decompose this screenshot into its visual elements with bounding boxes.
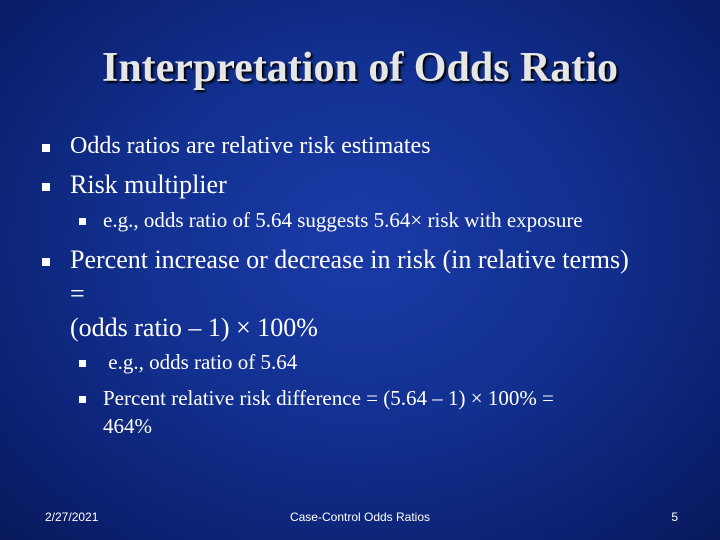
bullet-text: Odds ratios are relative risk estimates <box>70 133 431 159</box>
bullet-text-line3: (odds ratio – 1) × 100% <box>70 313 318 342</box>
footer-date: 2/27/2021 <box>45 510 99 524</box>
sub-bullet-square-icon <box>79 396 86 403</box>
sub-bullet-square-icon <box>79 218 86 225</box>
bullet-text-line1: Percent increase or decrease in risk (in… <box>70 245 629 274</box>
bullet-text: Risk multiplier <box>70 170 227 199</box>
footer-title: Case-Control Odds Ratios <box>289 510 431 524</box>
bullet-square-icon <box>42 258 50 266</box>
sub-bullet-text-line1: Percent relative risk difference = (5.64… <box>103 386 554 410</box>
slide-title: Interpretation of Odds Ratio <box>101 45 619 91</box>
bullet-square-icon <box>42 144 50 152</box>
bullet-text-line2: = <box>70 279 85 308</box>
page-number: 5 <box>671 510 678 524</box>
bullet-square-icon <box>42 183 50 191</box>
sub-bullet-text: e.g., odds ratio of 5.64 suggests 5.64× … <box>103 208 583 232</box>
sub-bullet-text: e.g., odds ratio of 5.64 <box>103 350 298 374</box>
sub-bullet-text-line2: 464% <box>103 414 152 438</box>
sub-bullet-square-icon <box>79 360 86 367</box>
